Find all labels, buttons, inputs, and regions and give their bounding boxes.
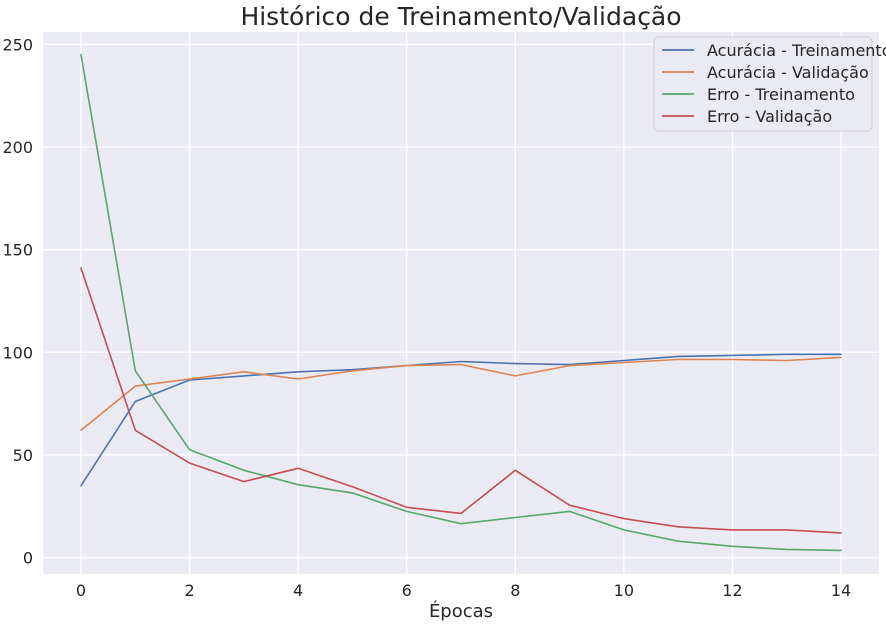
series-line-2: [80, 53, 842, 552]
legend-label-3: Erro - Validação: [707, 107, 832, 126]
legend-label-2: Erro - Treinamento: [707, 85, 855, 104]
series-line-0: [80, 353, 842, 487]
x-tick-label: 14: [831, 581, 851, 600]
chart-title: Histórico de Treinamento/Validação: [240, 2, 681, 31]
x-tick-label: 4: [293, 581, 303, 600]
legend-label-0: Acurácia - Treinamento: [707, 41, 886, 60]
x-tick-labels: 0 2 4 6 8 10 12 14: [76, 581, 851, 600]
y-tick-label: 0: [23, 549, 33, 568]
legend-label-1: Acurácia - Validação: [707, 63, 869, 82]
y-tick-label: 100: [2, 343, 33, 362]
series-line-3: [80, 267, 842, 534]
x-tick-label: 2: [184, 581, 194, 600]
series-lines: [80, 53, 842, 552]
legend-box: [653, 36, 873, 132]
x-axis-title: Épocas: [429, 600, 493, 622]
x-tick-label: 12: [722, 581, 742, 600]
y-tick-label: 150: [2, 241, 33, 260]
y-tick-label: 200: [2, 138, 33, 157]
x-tick-label: 8: [510, 581, 520, 600]
y-tick-label: 250: [2, 35, 33, 54]
series-line-1: [80, 356, 842, 432]
x-tick-label: 6: [402, 581, 412, 600]
x-tick-label: 10: [614, 581, 634, 600]
x-tick-label: 0: [76, 581, 86, 600]
y-tick-label: 50: [13, 446, 33, 465]
y-tick-labels: 0 50 100 150 200 250: [2, 35, 33, 567]
grid-lines: [43, 32, 879, 574]
legend: Acurácia - Treinamento Acurácia - Validaç…: [653, 36, 886, 132]
